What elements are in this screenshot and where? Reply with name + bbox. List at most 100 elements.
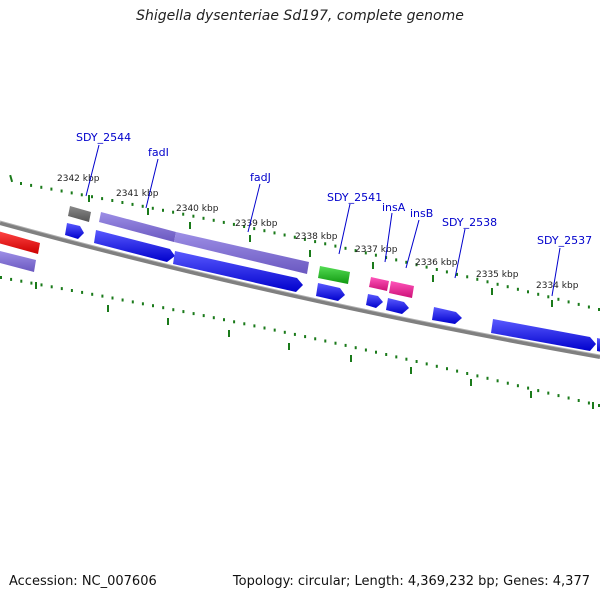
minor-tick: [425, 265, 428, 269]
minor-tick: [334, 341, 337, 345]
major-tick: [249, 235, 251, 242]
cds-arrow[interactable]: [366, 294, 383, 308]
major-tick: [288, 343, 290, 350]
major-tick: [88, 195, 90, 202]
gene-label-sdy-2544[interactable]: SDY_2544: [76, 131, 131, 144]
minor-tick: [375, 350, 377, 354]
minor-tick: [111, 199, 114, 202]
minor-tick: [172, 210, 175, 214]
minor-tick: [293, 235, 296, 239]
major-tick: [530, 391, 532, 398]
minor-tick: [121, 201, 124, 204]
minor-tick: [303, 237, 306, 241]
gene-label-fadI[interactable]: fadI: [148, 146, 169, 159]
gene-label-sdy-2537[interactable]: SDY_2537: [537, 234, 592, 247]
minor-tick: [395, 258, 398, 262]
minor-tick: [212, 218, 215, 222]
minor-tick: [212, 316, 215, 320]
major-tick: [551, 300, 553, 307]
minor-tick: [182, 310, 185, 314]
minor-tick: [162, 306, 165, 310]
minor-tick: [385, 353, 388, 356]
minor-tick: [283, 330, 286, 334]
cds-arrow[interactable]: [491, 319, 596, 351]
cds-arrow[interactable]: [65, 223, 84, 239]
minor-tick: [40, 185, 43, 189]
gene-sdy-2541[interactable]: [318, 266, 350, 284]
cds-arrow[interactable]: [432, 307, 462, 324]
cds-arrow[interactable]: [0, 251, 36, 272]
major-tick: [372, 262, 374, 269]
gene-fadJ[interactable]: [174, 232, 309, 274]
tick-label: 2341 kbp: [116, 189, 159, 199]
major-tick: [350, 355, 352, 362]
minor-tick: [20, 279, 23, 283]
scale-labels: 2342 kbp 2341 kbp 2340 kbp 2339 kbp 2338…: [57, 174, 579, 291]
gene-insB[interactable]: [389, 281, 414, 298]
gene-label-sdy-2538[interactable]: SDY_2538: [442, 216, 497, 229]
minor-tick: [60, 287, 63, 291]
cds-arrow[interactable]: [597, 338, 600, 352]
minor-tick: [577, 302, 580, 306]
minor-tick: [537, 292, 540, 296]
minor-tick: [486, 376, 489, 380]
cds-arrow[interactable]: [94, 230, 175, 262]
tick-label: 2337 kbp: [355, 245, 398, 255]
minor-tick: [415, 360, 418, 363]
minor-tick: [415, 263, 418, 267]
minor-tick: [81, 290, 84, 294]
minor-tick: [141, 302, 144, 306]
minor-tick: [537, 389, 540, 393]
minor-tick: [527, 386, 530, 390]
minor-tick: [567, 396, 570, 400]
minor-tick: [405, 260, 408, 264]
minor-tick: [364, 348, 367, 352]
minor-tick: [587, 401, 590, 405]
major-tick: [147, 208, 149, 215]
minor-tick: [101, 197, 104, 201]
gene-label-insA[interactable]: insA: [382, 201, 406, 214]
minor-tick: [232, 222, 235, 226]
gene-fadI[interactable]: [99, 212, 176, 242]
cds-arrow[interactable]: [316, 283, 345, 301]
minor-tick: [60, 189, 63, 193]
minor-tick: [425, 362, 428, 366]
minor-tick: [466, 275, 469, 279]
minor-tick: [131, 202, 134, 206]
major-tick: [9, 174, 14, 183]
tick-label: 2339 kbp: [235, 219, 278, 229]
cds-arrow[interactable]: [386, 298, 409, 314]
map-title: Shigella dysenteriae Sd197, complete gen…: [136, 8, 464, 24]
gene-label-sdy-2541[interactable]: SDY_2541: [327, 191, 382, 204]
tick-label: 2336 kbp: [415, 258, 458, 268]
gene-sdy-2544[interactable]: [68, 206, 91, 222]
minor-tick: [293, 332, 296, 336]
minor-tick: [598, 404, 600, 407]
minor-tick: [304, 335, 307, 339]
gene-red-feature[interactable]: [0, 231, 40, 254]
minor-tick: [516, 287, 519, 291]
major-tick: [309, 250, 311, 257]
minor-tick: [91, 195, 93, 199]
cds-arrow[interactable]: [173, 251, 303, 292]
minor-tick: [557, 394, 560, 398]
minor-tick: [172, 308, 175, 312]
minor-tick: [314, 337, 317, 341]
minor-tick: [496, 282, 499, 286]
minor-tick: [527, 290, 529, 294]
gene-insA[interactable]: [369, 277, 389, 291]
minor-tick: [476, 374, 479, 378]
minor-tick: [111, 296, 114, 300]
major-tick: [189, 222, 191, 229]
minor-tick: [374, 253, 377, 257]
gene-label-insB[interactable]: insB: [410, 207, 433, 220]
minor-tick: [50, 285, 53, 289]
minor-tick: [50, 187, 53, 191]
gene-label-fadJ[interactable]: fadJ: [250, 171, 271, 184]
inner-ruler: [0, 276, 600, 409]
minor-tick: [557, 297, 560, 301]
tick-label: 2334 kbp: [536, 281, 579, 291]
minor-tick: [253, 227, 256, 231]
minor-tick: [283, 233, 286, 237]
